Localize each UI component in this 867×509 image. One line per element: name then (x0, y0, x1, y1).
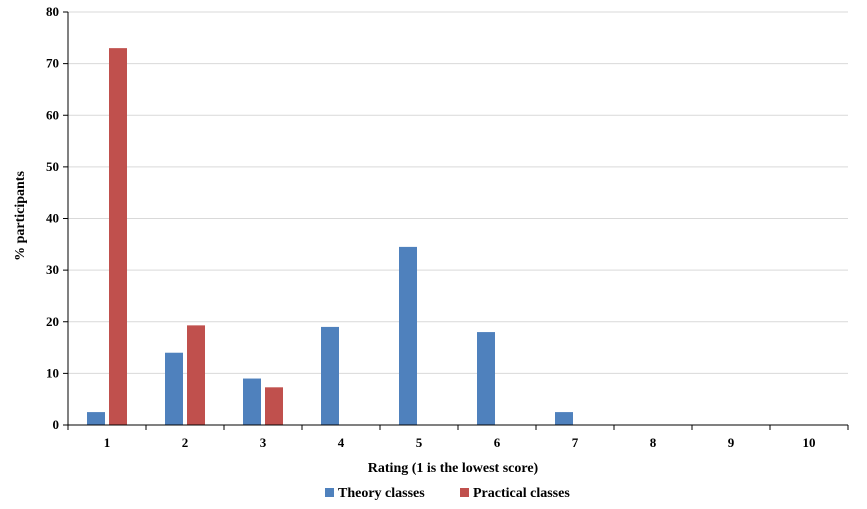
x-tick-label: 1 (104, 435, 111, 450)
bar-theory-6 (477, 332, 495, 425)
tick-labels: 0 10 20 30 40 50 60 70 80 1 2 3 4 5 6 7 8 9 10 (46, 4, 816, 450)
y-tick-label: 50 (46, 159, 59, 174)
x-tick-label: 10 (803, 435, 816, 450)
y-tick-label: 0 (53, 417, 60, 432)
x-tick-label: 7 (572, 435, 579, 450)
y-tick-label: 10 (46, 365, 59, 380)
bar-practical-1 (109, 48, 127, 425)
y-axis-title: % participants (13, 171, 28, 261)
legend: Theory classes Practical classes (325, 486, 570, 501)
x-tick-label: 5 (416, 435, 423, 450)
y-tick-label: 20 (46, 314, 59, 329)
x-tick-label: 8 (650, 435, 657, 450)
bar-practical-3 (265, 387, 283, 425)
bar-theory-7 (555, 412, 573, 425)
bars (87, 48, 573, 425)
y-tick-label: 40 (46, 211, 59, 226)
bar-practical-2 (187, 325, 205, 425)
x-tick-label: 4 (338, 435, 345, 450)
y-tick-label: 80 (46, 4, 59, 19)
axes (63, 11, 849, 430)
x-axis-title: Rating (1 is the lowest score) (368, 461, 539, 476)
bar-theory-1 (87, 412, 105, 425)
bar-theory-5 (399, 246, 417, 425)
bar-theory-3 (243, 378, 261, 425)
y-tick-label: 70 (46, 56, 59, 71)
legend-label-practical: Practical classes (473, 486, 570, 501)
x-tick-label: 3 (260, 435, 267, 450)
legend-label-theory: Theory classes (338, 486, 425, 501)
x-tick-label: 6 (494, 435, 501, 450)
bar-theory-4 (321, 326, 339, 425)
y-tick-label: 60 (46, 107, 59, 122)
bar-theory-2 (165, 352, 183, 425)
x-tick-label: 9 (728, 435, 735, 450)
grid-lines (68, 11, 848, 374)
legend-swatch-practical (460, 488, 469, 497)
legend-swatch-theory (325, 488, 334, 497)
x-tick-label: 2 (182, 435, 189, 450)
y-tick-label: 30 (46, 262, 59, 277)
